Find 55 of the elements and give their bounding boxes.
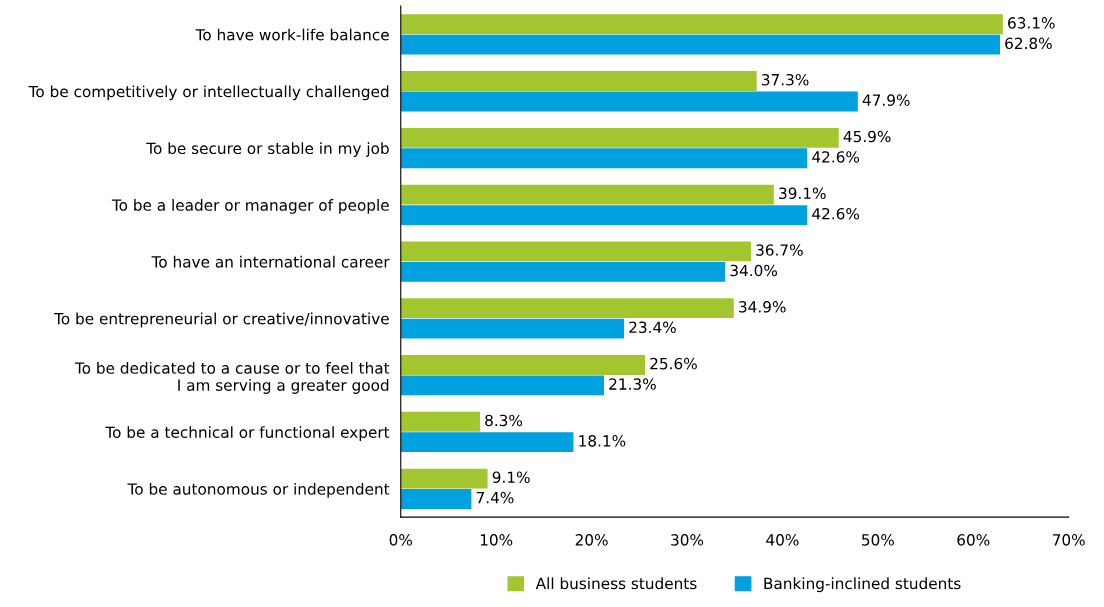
- bar: [400, 71, 757, 91]
- bar: [400, 34, 1000, 55]
- bar: [400, 241, 751, 262]
- x-tick-label: 70%: [1052, 534, 1085, 546]
- data-label: 34.0%: [730, 264, 778, 277]
- data-label: 62.8%: [1005, 37, 1052, 50]
- bar: [400, 411, 480, 432]
- x-tick-label: 10%: [480, 534, 513, 546]
- y-tick-label: To be dedicated to a cause or to feel that I am serving a greater good: [74, 362, 390, 394]
- x-tick-label: 30%: [671, 534, 704, 546]
- data-label: 34.9%: [739, 301, 786, 313]
- y-tick-label: To have work-life balance: [195, 28, 389, 41]
- data-label: 21.3%: [609, 378, 656, 390]
- data-label: 39.1%: [779, 187, 826, 200]
- bar: [400, 148, 808, 169]
- data-label: 37.3%: [761, 73, 809, 86]
- bar: [400, 432, 574, 453]
- data-label: 9.1%: [492, 471, 530, 483]
- bar: [400, 14, 1003, 35]
- y-tick-label: To be a leader or manager of people: [111, 199, 389, 214]
- data-label: 36.7%: [756, 244, 803, 256]
- data-label: 18.1%: [579, 435, 626, 447]
- y-tick-label: To be secure or stable in my job: [146, 142, 389, 158]
- y-tick-label: To be autonomous or independent: [127, 482, 390, 498]
- data-label: 42.6%: [812, 207, 860, 220]
- bar: [400, 468, 488, 489]
- y-tick-label: To be a technical or functional expert: [105, 426, 390, 441]
- bar: [400, 127, 839, 148]
- bar: [400, 261, 726, 282]
- y-tick-label: To be competitively or intellectually challenged: [28, 85, 389, 101]
- data-label: 25.6%: [650, 357, 697, 370]
- legend-label: All business students: [535, 577, 697, 590]
- x-tick-label: 40%: [766, 534, 799, 546]
- x-tick-label: 20%: [575, 534, 608, 546]
- x-tick-label: 60%: [957, 534, 990, 546]
- bar: [400, 184, 774, 205]
- y-tick-label: To have an international career: [151, 255, 390, 268]
- data-label: 7.4%: [476, 491, 514, 504]
- data-label: 23.4%: [629, 321, 676, 334]
- bar: [400, 91, 858, 112]
- data-label: 63.1%: [1008, 17, 1055, 29]
- data-label: 42.6%: [812, 151, 860, 163]
- bar: [400, 355, 646, 375]
- data-label: 47.9%: [862, 94, 910, 106]
- bar: [400, 205, 808, 225]
- bar: [400, 489, 472, 509]
- y-tick-label: To be entrepreneurial or creative/innovative: [54, 312, 389, 328]
- bar: [400, 375, 604, 396]
- data-label: 8.3%: [485, 414, 523, 427]
- legend-label: Banking-inclined students: [764, 577, 961, 593]
- x-tick-label: 0%: [389, 534, 413, 546]
- bar: [400, 298, 734, 319]
- x-tick-label: 50%: [862, 534, 894, 546]
- data-label: 45.9%: [843, 130, 891, 143]
- bar: [400, 318, 625, 339]
